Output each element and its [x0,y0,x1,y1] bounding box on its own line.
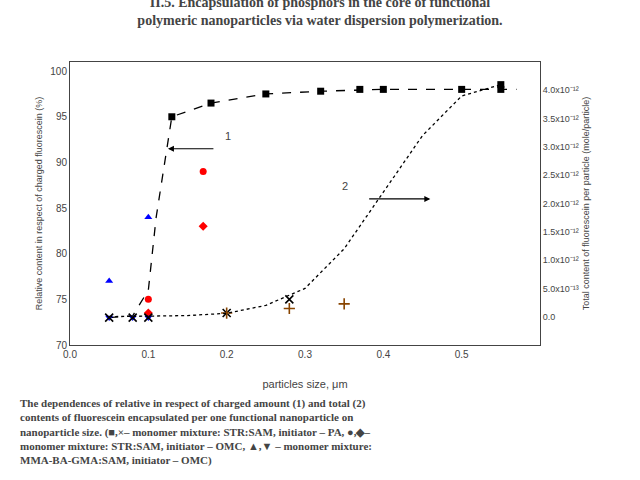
svg-text:0.0: 0.0 [543,312,556,322]
svg-text:70: 70 [56,340,68,351]
svg-text:4.0x10⁻¹²: 4.0x10⁻¹² [543,85,579,95]
svg-text:3.0x10⁻¹²: 3.0x10⁻¹² [543,142,579,152]
svg-text:95: 95 [56,111,68,122]
svg-text:particles size, μm: particles size, μm [262,378,347,390]
svg-text:2: 2 [342,180,348,192]
svg-text:0.3: 0.3 [298,349,312,360]
svg-text:0.0: 0.0 [63,349,77,360]
svg-text:3.5x10⁻¹²: 3.5x10⁻¹² [543,114,579,124]
svg-text:80: 80 [56,248,68,259]
svg-text:1: 1 [225,130,231,142]
svg-text:0.4: 0.4 [376,349,390,360]
svg-text:1.5x10⁻¹²: 1.5x10⁻¹² [543,227,579,237]
svg-text:5.0x10⁻¹³: 5.0x10⁻¹³ [543,284,579,294]
svg-text:Relative content in respect of: Relative content in respect of charged f… [34,97,44,311]
svg-text:2.5x10⁻¹²: 2.5x10⁻¹² [543,170,579,180]
svg-text:II.5. Encapsulation of phospho: II.5. Encapsulation of phosphors in the … [137,0,502,28]
svg-text:90: 90 [56,157,68,168]
svg-text:1.0x10⁻¹²: 1.0x10⁻¹² [543,255,579,265]
svg-text:Total content of fluorescein p: Total content of fluorescein per particl… [581,97,591,311]
svg-text:100: 100 [50,66,67,77]
svg-text:85: 85 [56,203,68,214]
svg-text:0.1: 0.1 [141,349,155,360]
svg-text:0.2: 0.2 [220,349,234,360]
svg-text:0.5: 0.5 [455,349,469,360]
svg-text:75: 75 [56,294,68,305]
svg-text:2.0x10⁻¹²: 2.0x10⁻¹² [543,199,579,209]
svg-text:The dependences of relative in: The dependences of relative in respect o… [20,397,372,467]
